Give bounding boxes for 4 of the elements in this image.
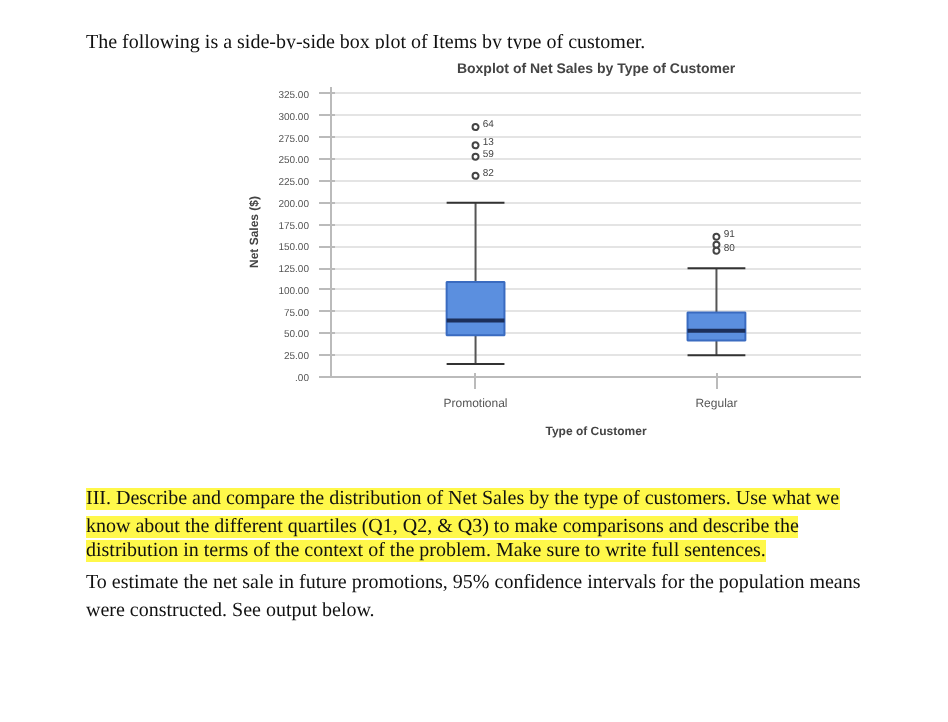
text: To estimate the net sale in future promotions, 95% confidence intervals for the population means — [86, 572, 861, 594]
text: III. Describe and compare the distribution of Net Sales by the type of customers. Use what we — [86, 488, 840, 510]
text: were constructed. See output below. — [86, 600, 375, 622]
text: distribution in terms of the context of the problem. Make sure to write full sentences. — [86, 540, 766, 562]
